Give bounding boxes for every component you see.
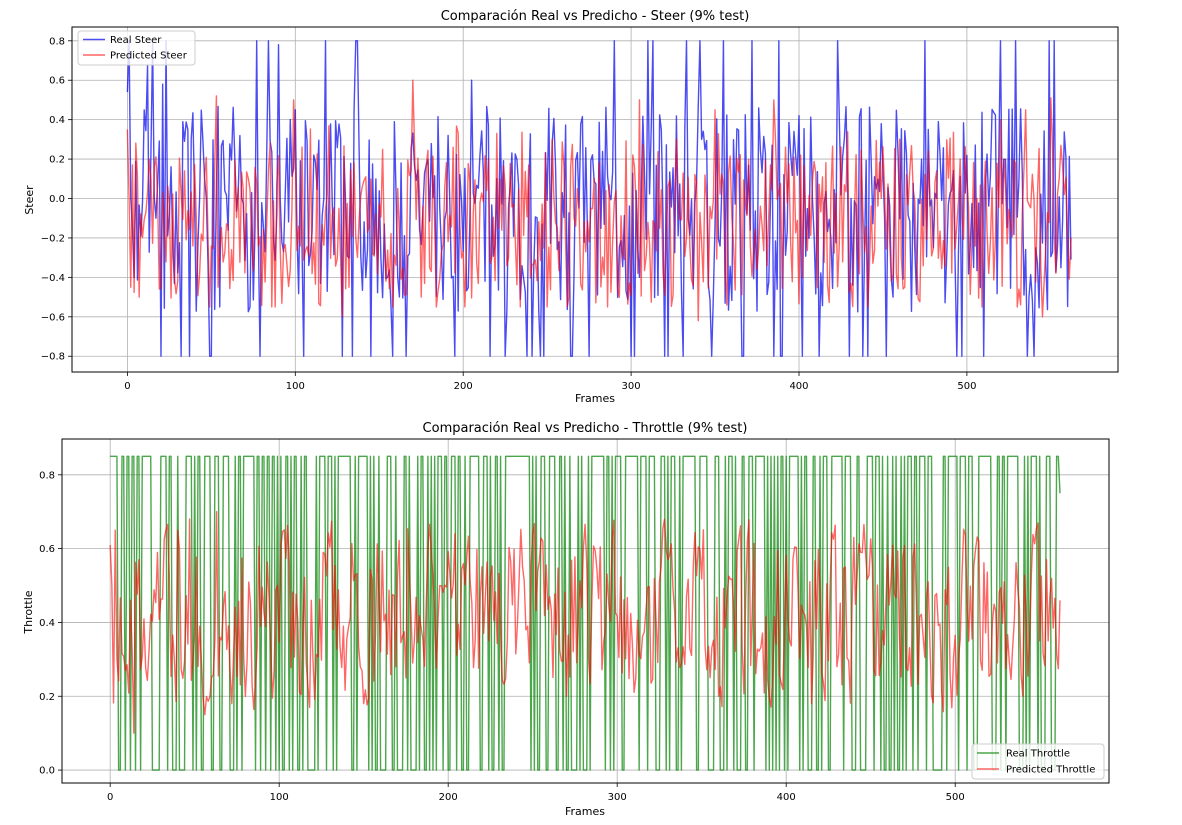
throttle-ticks: 0 100 200 300 400 500 0.0 0.2 0.4 0.6 0.8 xyxy=(39,470,965,803)
steer-legend-label-pred: Predicted Steer xyxy=(110,51,188,62)
steer-title: Comparación Real vs Predicho - Steer (9%… xyxy=(441,9,750,24)
throttle-legend-label-pred: Predicted Throttle xyxy=(1006,765,1095,776)
steer-xtick-label: 0 xyxy=(124,381,130,392)
steer-xlabel: Frames xyxy=(575,392,615,405)
throttle-xtick-label: 400 xyxy=(777,792,796,803)
throttle-title: Comparación Real vs Predicho - Throttle … xyxy=(423,421,748,436)
throttle-lines xyxy=(109,455,1061,771)
throttle-legend-box xyxy=(971,743,1105,780)
steer-xtick-label: 300 xyxy=(622,381,641,392)
throttle-ytick-label: 0.6 xyxy=(39,544,55,555)
throttle-ytick-label: 0.0 xyxy=(39,766,55,777)
steer-legend: Real Steer Predicted Steer xyxy=(77,30,196,66)
steer-ytick-label: −0.2 xyxy=(41,233,65,244)
throttle-xtick-label: 500 xyxy=(946,792,965,803)
steer-legend-box xyxy=(77,30,196,66)
throttle-ytick-label: 0.4 xyxy=(39,618,55,629)
throttle-xtick-label: 0 xyxy=(107,792,113,803)
throttle-xtick-label: 100 xyxy=(270,792,289,803)
steer-ticks: 0 100 200 300 400 500 −0.8 −0.6 −0.4 −0.2 0.0 0.2 0.… xyxy=(41,36,977,392)
steer-ytick-label: −0.4 xyxy=(41,273,65,284)
throttle-legend: Real Throttle Predicted Throttle xyxy=(971,743,1105,780)
throttle-series-real-throttle xyxy=(110,455,1061,771)
steer-xtick-label: 100 xyxy=(286,381,305,392)
steer-ytick-label: 0.0 xyxy=(49,194,65,205)
steer-series-real-steer xyxy=(126,40,1072,357)
throttle-legend-label-real: Real Throttle xyxy=(1006,749,1070,760)
throttle-ytick-label: 0.8 xyxy=(39,470,55,481)
steer-ylabel: Steer xyxy=(23,185,36,215)
steer-series-predicted-steer xyxy=(126,79,1072,322)
steer-axes-frame xyxy=(71,26,1119,373)
steer-ytick-label: −0.8 xyxy=(41,352,65,363)
steer-ytick-label: 0.8 xyxy=(49,36,65,47)
steer-ytick-label: 0.2 xyxy=(49,155,65,166)
throttle-xtick-label: 300 xyxy=(608,792,627,803)
throttle-xlabel: Frames xyxy=(565,805,605,818)
steer-xtick-label: 500 xyxy=(957,381,976,392)
steer-ytick-label: −0.6 xyxy=(41,312,65,323)
steer-ytick-label: 0.6 xyxy=(49,76,65,87)
throttle-ylabel: Throttle xyxy=(22,590,35,634)
throttle-ytick-label: 0.2 xyxy=(39,692,55,703)
steer-ytick-label: 0.4 xyxy=(49,115,65,126)
steer-chart: Comparación Real vs Predicho - Steer (9%… xyxy=(23,9,1119,405)
steer-xtick-label: 400 xyxy=(789,381,808,392)
throttle-axes-frame xyxy=(61,438,1110,784)
steer-xtick-label: 200 xyxy=(454,381,473,392)
throttle-series-predicted-throttle xyxy=(109,511,1061,734)
steer-lines xyxy=(126,40,1072,357)
throttle-chart: Comparación Real vs Predicho - Throttle … xyxy=(22,421,1110,818)
steer-legend-label-real: Real Steer xyxy=(110,35,162,46)
throttle-xtick-label: 200 xyxy=(439,792,458,803)
